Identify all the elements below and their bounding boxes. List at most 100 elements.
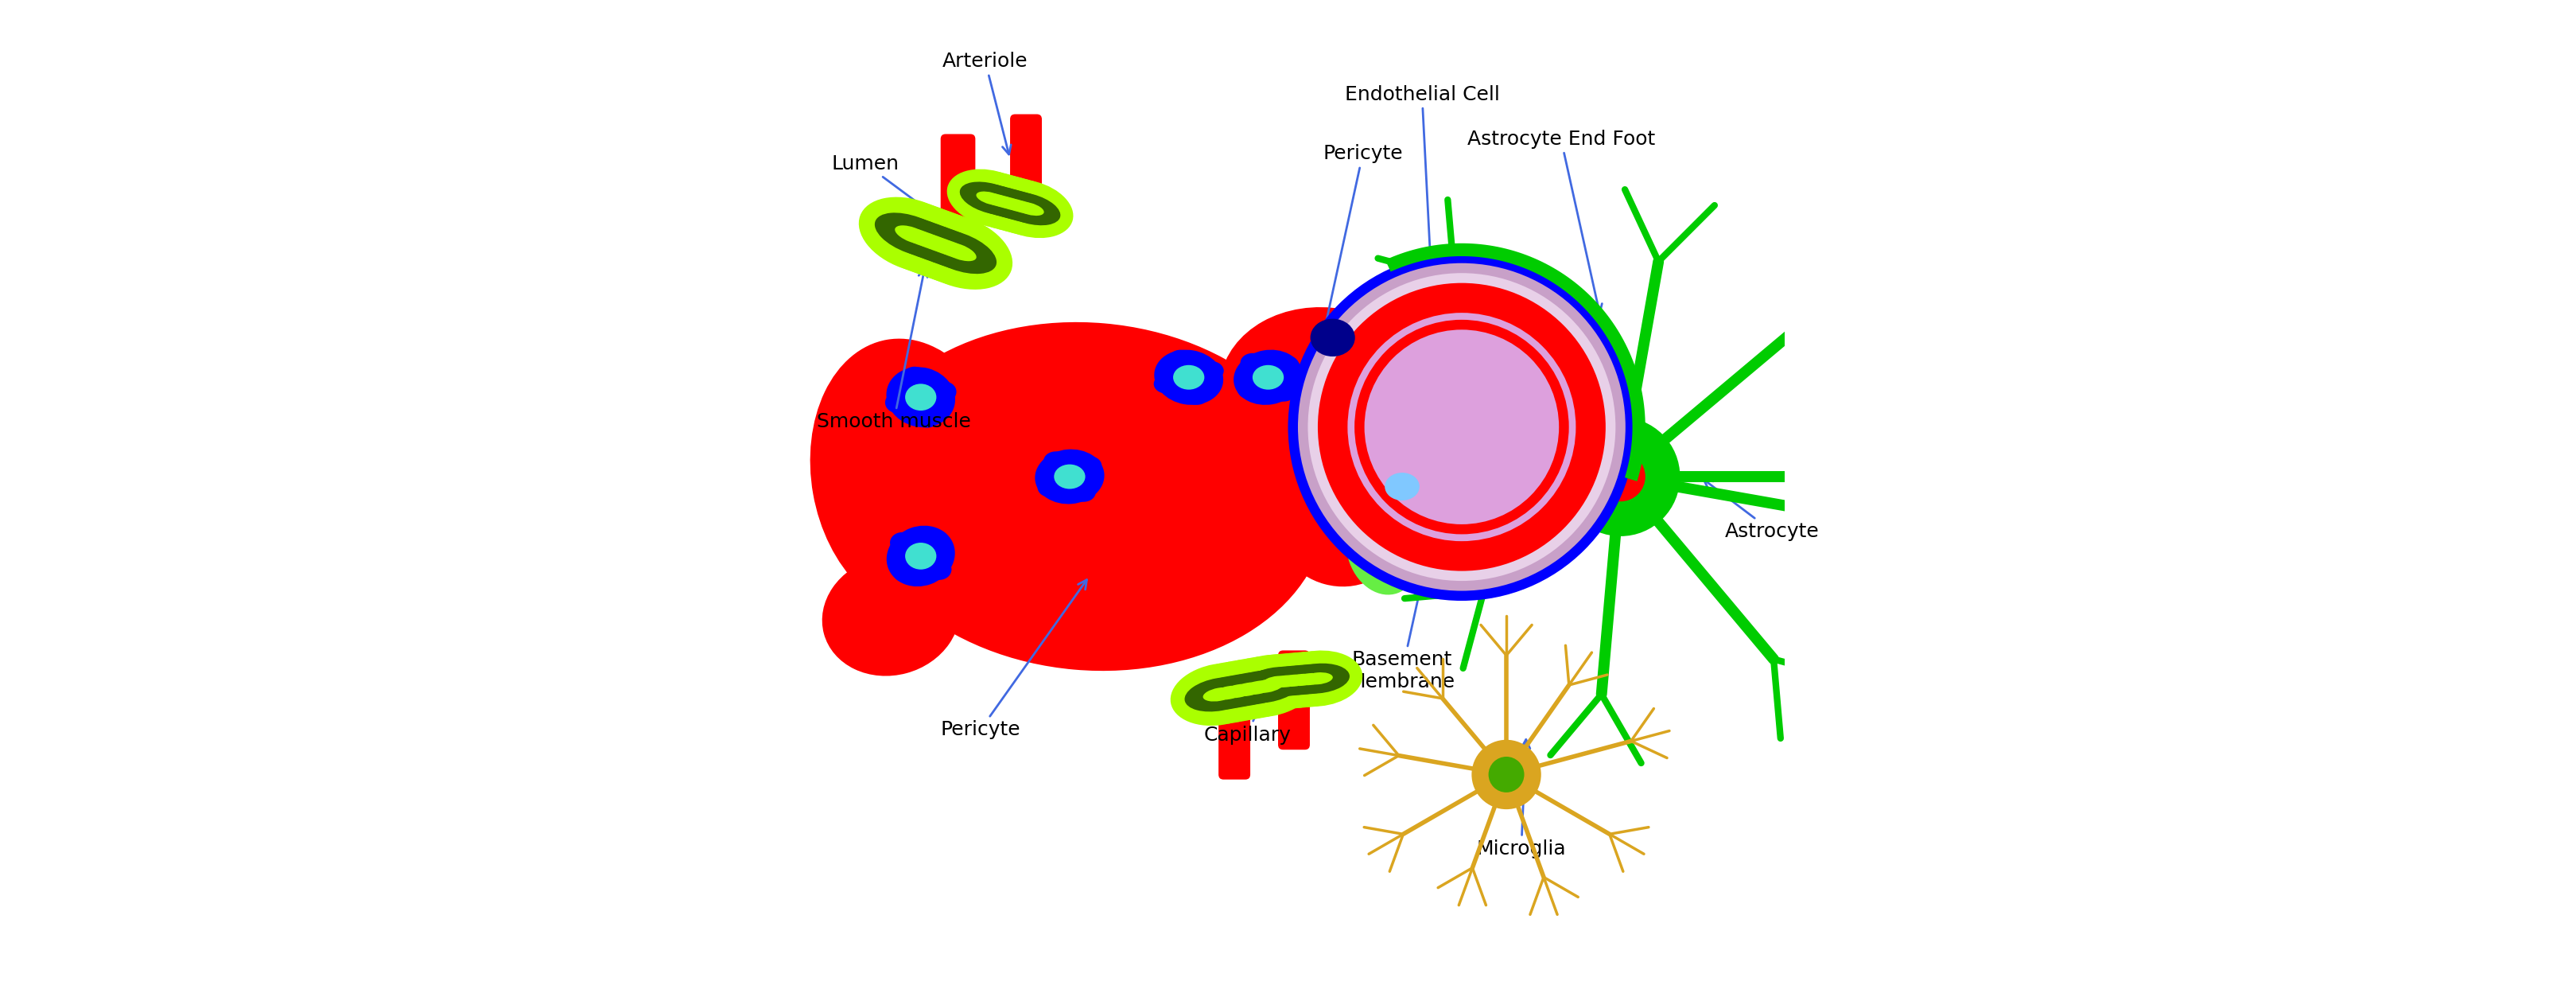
Ellipse shape xyxy=(858,197,966,273)
Ellipse shape xyxy=(1218,307,1437,488)
Ellipse shape xyxy=(1170,350,1193,369)
Circle shape xyxy=(1561,417,1680,536)
Ellipse shape xyxy=(891,218,966,262)
Ellipse shape xyxy=(1200,658,1296,721)
Ellipse shape xyxy=(904,384,938,411)
Ellipse shape xyxy=(1273,382,1296,401)
Ellipse shape xyxy=(981,194,1012,207)
Ellipse shape xyxy=(1213,685,1244,700)
Ellipse shape xyxy=(907,224,981,268)
Ellipse shape xyxy=(902,366,927,387)
Ellipse shape xyxy=(953,171,1041,229)
Circle shape xyxy=(1309,273,1615,581)
Ellipse shape xyxy=(1303,672,1332,684)
Ellipse shape xyxy=(884,215,958,260)
Ellipse shape xyxy=(1278,486,1396,587)
Ellipse shape xyxy=(1255,666,1316,696)
Circle shape xyxy=(1595,452,1646,501)
Ellipse shape xyxy=(853,322,1327,671)
Ellipse shape xyxy=(1154,374,1177,393)
Ellipse shape xyxy=(1288,674,1316,686)
Circle shape xyxy=(1347,313,1577,541)
FancyBboxPatch shape xyxy=(940,134,976,263)
Ellipse shape xyxy=(961,173,1048,231)
Ellipse shape xyxy=(904,542,938,569)
Ellipse shape xyxy=(873,203,981,278)
Polygon shape xyxy=(984,179,1036,228)
Ellipse shape xyxy=(1180,661,1278,724)
Ellipse shape xyxy=(1242,354,1265,372)
Ellipse shape xyxy=(1249,652,1340,709)
Text: Pericyte: Pericyte xyxy=(1321,144,1404,333)
Ellipse shape xyxy=(896,212,1005,287)
Ellipse shape xyxy=(1311,319,1355,356)
Ellipse shape xyxy=(1054,465,1084,489)
Ellipse shape xyxy=(1242,653,1329,709)
Ellipse shape xyxy=(1224,670,1293,705)
Circle shape xyxy=(1489,757,1525,792)
Ellipse shape xyxy=(886,392,909,413)
Ellipse shape xyxy=(876,213,951,257)
Ellipse shape xyxy=(1324,406,1352,428)
Ellipse shape xyxy=(1036,449,1105,504)
Ellipse shape xyxy=(1257,651,1347,708)
Ellipse shape xyxy=(866,200,974,275)
Ellipse shape xyxy=(1262,676,1293,688)
Polygon shape xyxy=(1363,462,1422,521)
Ellipse shape xyxy=(1234,668,1301,703)
Ellipse shape xyxy=(1010,201,1038,213)
Ellipse shape xyxy=(1043,452,1069,471)
Ellipse shape xyxy=(1273,650,1363,706)
Ellipse shape xyxy=(1314,394,1337,411)
Ellipse shape xyxy=(1309,418,1329,436)
FancyBboxPatch shape xyxy=(1278,650,1309,750)
Ellipse shape xyxy=(889,532,914,553)
Ellipse shape xyxy=(1203,673,1273,708)
Ellipse shape xyxy=(1038,478,1061,497)
FancyBboxPatch shape xyxy=(1218,670,1249,780)
Ellipse shape xyxy=(914,407,940,428)
Ellipse shape xyxy=(1154,350,1224,405)
Ellipse shape xyxy=(1247,667,1309,697)
Ellipse shape xyxy=(987,180,1074,238)
Ellipse shape xyxy=(987,189,1048,221)
Ellipse shape xyxy=(1213,672,1283,707)
Text: Endothelial Cell: Endothelial Cell xyxy=(1345,84,1499,283)
Ellipse shape xyxy=(979,178,1066,236)
Ellipse shape xyxy=(1265,651,1355,707)
Ellipse shape xyxy=(1218,654,1316,717)
Ellipse shape xyxy=(979,187,1041,220)
FancyBboxPatch shape xyxy=(1010,114,1041,223)
Ellipse shape xyxy=(989,195,1018,209)
Ellipse shape xyxy=(1298,387,1437,506)
Circle shape xyxy=(1355,320,1569,534)
Text: Neuron: Neuron xyxy=(1314,452,1386,507)
Ellipse shape xyxy=(1368,348,1466,427)
Ellipse shape xyxy=(1252,365,1283,389)
Ellipse shape xyxy=(899,221,974,265)
Ellipse shape xyxy=(1278,664,1342,694)
Ellipse shape xyxy=(927,559,951,580)
Ellipse shape xyxy=(925,236,961,255)
Ellipse shape xyxy=(1185,677,1255,712)
Ellipse shape xyxy=(997,197,1025,211)
Circle shape xyxy=(1319,283,1605,571)
Ellipse shape xyxy=(1270,675,1301,687)
Ellipse shape xyxy=(940,242,976,261)
Ellipse shape xyxy=(886,525,956,587)
Ellipse shape xyxy=(1002,199,1030,213)
Ellipse shape xyxy=(974,176,1061,234)
Text: Astrocyte: Astrocyte xyxy=(1703,480,1819,541)
Ellipse shape xyxy=(1231,682,1265,696)
Ellipse shape xyxy=(976,192,1005,206)
Ellipse shape xyxy=(1224,684,1255,698)
Polygon shape xyxy=(1275,658,1321,702)
Ellipse shape xyxy=(961,182,1023,214)
Ellipse shape xyxy=(1190,659,1288,722)
Ellipse shape xyxy=(966,175,1054,232)
Ellipse shape xyxy=(1280,674,1309,686)
Ellipse shape xyxy=(1242,680,1275,695)
Ellipse shape xyxy=(999,193,1061,225)
Text: Microglia: Microglia xyxy=(1476,740,1566,859)
Ellipse shape xyxy=(1172,365,1206,389)
